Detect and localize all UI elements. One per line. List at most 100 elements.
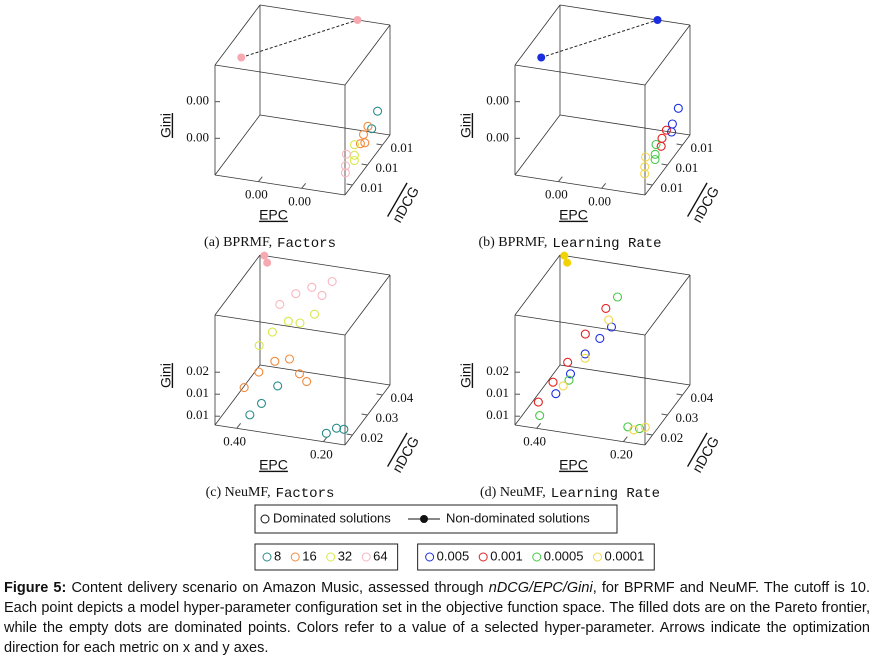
legend-marker bbox=[593, 552, 602, 562]
point bbox=[294, 369, 305, 379]
point bbox=[634, 424, 645, 434]
point bbox=[349, 140, 360, 150]
y-tick bbox=[376, 393, 383, 396]
point bbox=[612, 292, 623, 302]
point bbox=[340, 168, 350, 178]
z-tick-label: 0.00 bbox=[486, 129, 509, 144]
point bbox=[563, 357, 573, 367]
point bbox=[327, 276, 337, 287]
legend-box bbox=[254, 504, 618, 534]
y-tick-label: 0.01 bbox=[676, 160, 699, 175]
point bbox=[564, 375, 574, 385]
box-edge bbox=[559, 254, 691, 276]
point bbox=[309, 309, 320, 319]
z-axis-label: Gini bbox=[158, 363, 174, 388]
point bbox=[267, 327, 277, 337]
point bbox=[273, 381, 283, 391]
x-tick bbox=[301, 183, 307, 189]
legend-label: Dominated solutions bbox=[273, 510, 391, 525]
panel-caption-text: (c) NeuMF, bbox=[206, 485, 271, 500]
legend-marker bbox=[532, 552, 542, 562]
y-tick bbox=[361, 413, 368, 416]
y-tick-label: 0.04 bbox=[391, 390, 414, 405]
point bbox=[551, 389, 561, 399]
x-axis-label: EPC bbox=[559, 207, 588, 223]
legend-filled-marker bbox=[420, 515, 428, 523]
point bbox=[317, 290, 327, 300]
point bbox=[275, 299, 285, 310]
x-axis-label: EPC bbox=[559, 457, 588, 473]
x-tick bbox=[601, 183, 607, 189]
panel-caption-text: (a) BPRMF, bbox=[204, 235, 272, 250]
point bbox=[307, 282, 317, 292]
y-tick bbox=[676, 143, 683, 146]
point bbox=[321, 428, 331, 438]
box-edge bbox=[214, 114, 261, 176]
legend-label: 8 bbox=[274, 548, 281, 563]
box-edge bbox=[514, 364, 561, 426]
y-tick bbox=[676, 393, 683, 396]
y-axis-label: nDCG bbox=[689, 184, 722, 226]
series-legend: 8 16 32 64 bbox=[254, 543, 399, 571]
y-tick bbox=[646, 183, 653, 186]
point bbox=[254, 367, 264, 377]
z-tick-label: 0.02 bbox=[186, 363, 209, 378]
legend-marker bbox=[326, 552, 336, 562]
y-tick-label: 0.03 bbox=[376, 410, 399, 425]
x-tick-label: 0.40 bbox=[223, 433, 246, 448]
panel-caption: (d) NeuMF, Learning Rate bbox=[480, 485, 660, 501]
point bbox=[650, 154, 660, 165]
x-tick-label: 0.40 bbox=[523, 433, 546, 448]
point bbox=[580, 329, 590, 339]
legend-label: 16 bbox=[302, 548, 316, 563]
legend-marker bbox=[425, 552, 435, 562]
panel-caption: (b) BPRMF, Learning Rate bbox=[478, 235, 661, 251]
point bbox=[239, 382, 249, 393]
y-axis-label: nDCG bbox=[389, 184, 422, 226]
x-tick bbox=[257, 176, 263, 182]
box-edge bbox=[214, 4, 261, 66]
point bbox=[667, 127, 677, 137]
x-tick-label: 0.00 bbox=[545, 187, 568, 202]
z-tick-label: 0.01 bbox=[486, 385, 509, 400]
point bbox=[650, 149, 660, 159]
point bbox=[656, 141, 666, 151]
panel-caption-param: Learning Rate bbox=[551, 486, 660, 502]
point bbox=[341, 149, 351, 159]
point bbox=[640, 422, 650, 432]
x-tick-label: 0.00 bbox=[588, 193, 611, 208]
point bbox=[580, 353, 590, 363]
y-tick-label: 0.02 bbox=[661, 430, 684, 445]
point bbox=[360, 138, 370, 148]
panel-caption-param: Factors bbox=[276, 486, 335, 502]
point bbox=[254, 340, 264, 351]
box-edge bbox=[344, 24, 391, 86]
point bbox=[256, 398, 267, 408]
y-tick bbox=[646, 433, 653, 436]
point bbox=[339, 424, 349, 434]
y-tick-label: 0.04 bbox=[691, 390, 714, 405]
legend-label: 0.0001 bbox=[605, 548, 645, 563]
box-edge bbox=[259, 254, 391, 276]
x-tick-label: 0.20 bbox=[610, 447, 633, 462]
legend-label: 64 bbox=[373, 548, 387, 563]
legend-label: 32 bbox=[338, 548, 352, 563]
box-edge bbox=[214, 254, 261, 316]
z-axis-label: Gini bbox=[458, 363, 474, 388]
z-axis-label: Gini bbox=[458, 113, 474, 138]
point bbox=[629, 425, 639, 435]
point bbox=[623, 422, 633, 432]
point bbox=[601, 303, 611, 314]
point bbox=[548, 377, 558, 387]
panel-caption: (a) BPRMF, Factors bbox=[204, 235, 336, 251]
y-tick-label: 0.01 bbox=[361, 180, 384, 195]
box-edge bbox=[644, 24, 691, 86]
point bbox=[667, 119, 677, 129]
box-edge bbox=[214, 64, 346, 86]
point bbox=[657, 133, 667, 143]
panel-caption: (c) NeuMF, Factors bbox=[206, 485, 335, 501]
box-edge bbox=[514, 64, 646, 86]
box-edge bbox=[559, 4, 691, 26]
legend-box bbox=[417, 543, 655, 571]
point bbox=[641, 152, 651, 162]
